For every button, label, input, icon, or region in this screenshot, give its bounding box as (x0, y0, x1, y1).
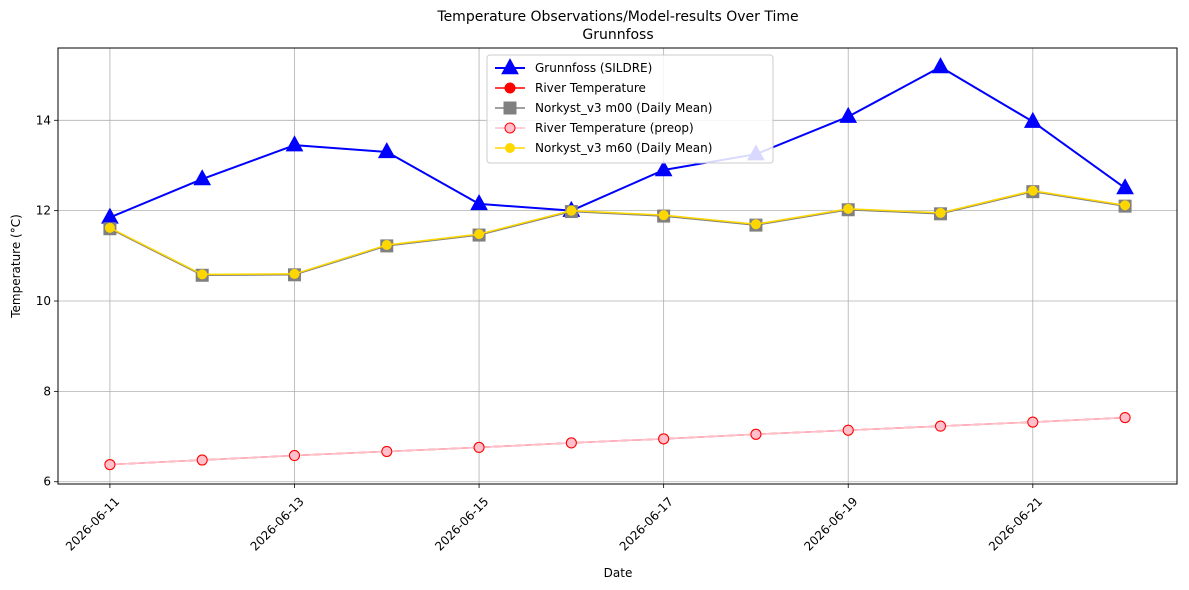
legend-label: Grunnfoss (SILDRE) (535, 61, 652, 75)
data-point (931, 57, 950, 74)
data-point (289, 268, 300, 279)
data-point (193, 169, 212, 186)
legend-item-river-temperature-preop: River Temperature (preop) (495, 121, 694, 135)
data-point (470, 194, 488, 211)
x-tick-label: 2026-06-19 (801, 494, 860, 553)
data-point (839, 106, 858, 123)
x-ticks: 2026-06-11 2026-06-13 2026-06-15 2026-06-17… (63, 484, 1045, 554)
data-point (473, 441, 485, 453)
data-point (843, 203, 854, 214)
series-norkyst-m60 (104, 185, 1131, 280)
legend-label: Norkyst_v3 m60 (Daily Mean) (535, 141, 712, 155)
legend-swatch-marker (505, 143, 515, 153)
legend-item-river-temperature: River Temperature (495, 81, 646, 95)
data-point (658, 433, 670, 445)
data-point (750, 219, 761, 230)
data-point (566, 205, 577, 216)
data-point (565, 437, 577, 449)
legend-label: Norkyst_v3 m00 (Daily Mean) (535, 101, 712, 115)
series-line (109, 65, 1126, 219)
chart-title: Temperature Observations/Model-results O… (436, 9, 798, 25)
y-axis-label: Temperature (°C) (9, 214, 23, 319)
series-line (109, 190, 1126, 277)
data-point (1027, 416, 1039, 428)
data-point (104, 459, 116, 471)
series-line (109, 190, 1126, 276)
data-point (288, 450, 300, 462)
data-point (750, 428, 762, 440)
legend-item-norkyst-m00: Norkyst_v3 m00 (Daily Mean) (495, 101, 712, 115)
x-tick-label: 2026-06-15 (432, 494, 491, 553)
data-point (381, 239, 392, 250)
legend-item-norkyst-m60: Norkyst_v3 m60 (Daily Mean) (495, 141, 712, 155)
data-point (935, 420, 947, 432)
x-tick-label: 2026-06-13 (248, 494, 307, 553)
legend-swatch-marker (504, 122, 516, 134)
legend-label: River Temperature (preop) (535, 121, 694, 135)
data-point (377, 142, 396, 159)
y-tick-label: 8 (43, 384, 51, 398)
data-point (1119, 412, 1131, 424)
y-tick-label: 10 (36, 294, 51, 308)
chart-subtitle: Grunnfoss (582, 27, 653, 43)
legend: Grunnfoss (SILDRE) River Temperature Norky… (486, 54, 774, 164)
data-point (658, 210, 669, 221)
x-tick-label: 2026-06-21 (986, 494, 1045, 553)
y-ticks: 6 8 10 12 14 (36, 113, 58, 489)
series-layer (101, 57, 1134, 471)
legend-swatch-marker (501, 58, 519, 75)
data-point (842, 424, 854, 436)
data-point (1023, 111, 1042, 128)
data-point (1027, 185, 1038, 196)
data-point (285, 135, 304, 152)
legend-item-grunnfoss-sildre: Grunnfoss (SILDRE) (495, 58, 652, 75)
y-tick-label: 14 (36, 113, 51, 127)
legend-swatch-marker (503, 101, 517, 115)
legend-box (486, 54, 774, 164)
x-axis-label: Date (604, 566, 633, 580)
series-river-temperature-preop (104, 412, 1131, 471)
data-point (935, 207, 946, 218)
x-tick-label: 2026-06-11 (63, 494, 122, 553)
data-point (1120, 200, 1131, 211)
series-norkyst-m00 (103, 185, 1132, 282)
legend-swatch-marker (504, 82, 516, 94)
data-point (196, 454, 208, 466)
data-point (104, 222, 115, 233)
data-point (197, 269, 208, 280)
series-line (109, 416, 1126, 466)
legend-label: River Temperature (535, 81, 646, 95)
data-point (654, 160, 673, 177)
y-tick-label: 12 (36, 204, 51, 218)
y-tick-label: 6 (43, 475, 51, 489)
data-point (474, 229, 485, 240)
data-point (381, 445, 393, 457)
plot-frame (57, 47, 1178, 485)
x-tick-label: 2026-06-17 (617, 494, 676, 553)
data-point (1116, 178, 1134, 195)
